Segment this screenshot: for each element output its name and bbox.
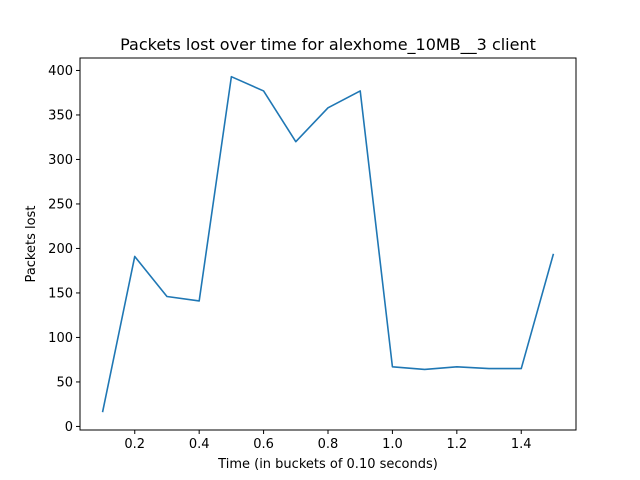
y-axis: 0 50 100 150 200 250 300 350 400	[48, 64, 80, 435]
y-tick-label: 300	[48, 153, 73, 168]
x-tick-label: 0.4	[189, 437, 210, 452]
plot-frame	[79, 57, 577, 431]
x-tick-label: 1.4	[511, 437, 532, 452]
x-tick-label: 0.6	[253, 437, 274, 452]
series-line	[101, 75, 555, 413]
y-tick-label: 0	[65, 420, 73, 435]
x-axis-label: Time (in buckets of 0.10 seconds)	[217, 457, 438, 472]
y-tick-label: 150	[48, 286, 73, 301]
y-tick-label: 350	[48, 108, 73, 123]
y-tick-label: 200	[48, 242, 73, 257]
x-tick-label: 1.2	[446, 437, 467, 452]
y-tick-label: 250	[48, 197, 73, 212]
x-tick-label: 0.2	[124, 437, 145, 452]
y-tick-label: 50	[56, 375, 73, 390]
x-tick-label: 1.0	[382, 437, 403, 452]
x-axis: 0.2 0.4 0.6 0.8 1.0 1.2 1.4	[124, 430, 532, 452]
chart-title: Packets lost over time for alexhome_10MB…	[120, 35, 536, 55]
x-tick-label: 0.8	[318, 437, 339, 452]
plot-area	[101, 75, 555, 413]
y-tick-label: 400	[48, 64, 73, 79]
y-axis-label: Packets lost	[24, 206, 39, 283]
y-tick-label: 100	[48, 331, 73, 346]
